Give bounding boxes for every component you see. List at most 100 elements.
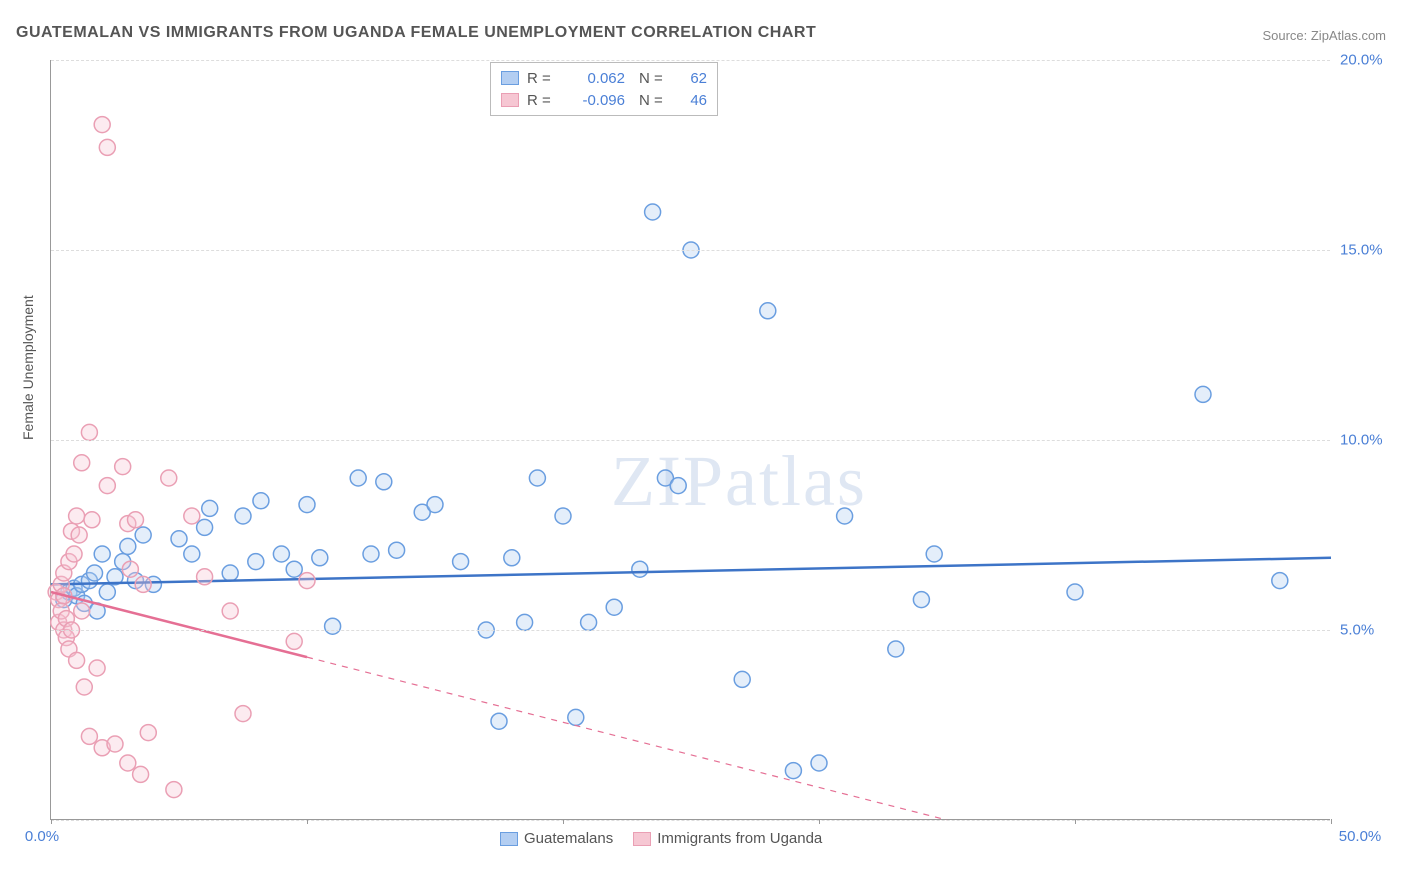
data-point bbox=[69, 652, 85, 668]
data-point bbox=[184, 508, 200, 524]
data-point bbox=[453, 554, 469, 570]
x-tick bbox=[1075, 819, 1076, 824]
data-point bbox=[222, 565, 238, 581]
data-point bbox=[581, 614, 597, 630]
data-point bbox=[350, 470, 366, 486]
gridline bbox=[51, 250, 1330, 251]
data-point bbox=[670, 478, 686, 494]
data-point bbox=[66, 546, 82, 562]
gridline bbox=[51, 60, 1330, 61]
x-tick bbox=[307, 819, 308, 824]
data-point bbox=[504, 550, 520, 566]
data-point bbox=[491, 713, 507, 729]
gridline bbox=[51, 820, 1330, 821]
data-point bbox=[555, 508, 571, 524]
x-tick bbox=[819, 819, 820, 824]
data-point bbox=[312, 550, 328, 566]
data-point bbox=[135, 576, 151, 592]
data-point bbox=[135, 527, 151, 543]
data-point bbox=[427, 497, 443, 513]
trend-line bbox=[51, 558, 1331, 585]
data-point bbox=[645, 204, 661, 220]
data-point bbox=[107, 736, 123, 752]
y-tick-label: 10.0% bbox=[1340, 432, 1383, 449]
legend-stats: R =0.062N =62R =-0.096N =46 bbox=[490, 62, 718, 116]
data-point bbox=[785, 763, 801, 779]
legend-stat-row: R =0.062N =62 bbox=[501, 67, 707, 89]
x-tick-label: 50.0% bbox=[1339, 828, 1382, 845]
data-point bbox=[926, 546, 942, 562]
gridline bbox=[51, 630, 1330, 631]
legend-item: Immigrants from Uganda bbox=[633, 830, 822, 847]
data-point bbox=[84, 512, 100, 528]
data-point bbox=[71, 527, 87, 543]
data-point bbox=[202, 500, 218, 516]
data-point bbox=[1067, 584, 1083, 600]
data-point bbox=[94, 546, 110, 562]
data-point bbox=[89, 660, 105, 676]
data-point bbox=[140, 725, 156, 741]
data-point bbox=[299, 497, 315, 513]
data-point bbox=[529, 470, 545, 486]
data-point bbox=[99, 139, 115, 155]
legend-n-label: N = bbox=[639, 92, 669, 109]
data-point bbox=[273, 546, 289, 562]
data-point bbox=[837, 508, 853, 524]
data-point bbox=[122, 561, 138, 577]
data-point bbox=[235, 706, 251, 722]
legend-n-value: 62 bbox=[677, 70, 707, 87]
data-point bbox=[81, 424, 97, 440]
y-tick-label: 5.0% bbox=[1340, 622, 1374, 639]
data-point bbox=[94, 117, 110, 133]
data-point bbox=[166, 782, 182, 798]
data-point bbox=[286, 633, 302, 649]
x-tick bbox=[51, 819, 52, 824]
data-point bbox=[517, 614, 533, 630]
data-point bbox=[184, 546, 200, 562]
data-point bbox=[299, 573, 315, 589]
data-point bbox=[286, 561, 302, 577]
chart-container: GUATEMALAN VS IMMIGRANTS FROM UGANDA FEM… bbox=[0, 0, 1406, 892]
legend-label: Immigrants from Uganda bbox=[657, 830, 822, 847]
data-point bbox=[734, 671, 750, 687]
data-point bbox=[568, 709, 584, 725]
legend-swatch bbox=[501, 71, 519, 85]
trend-line-extrapolated bbox=[307, 657, 947, 820]
data-point bbox=[811, 755, 827, 771]
gridline bbox=[51, 440, 1330, 441]
plot-area: ZIPatlas bbox=[50, 60, 1330, 820]
data-point bbox=[133, 766, 149, 782]
y-tick-label: 20.0% bbox=[1340, 52, 1383, 69]
x-tick bbox=[563, 819, 564, 824]
data-point bbox=[760, 303, 776, 319]
data-point bbox=[115, 459, 131, 475]
data-point bbox=[127, 512, 143, 528]
chart-title: GUATEMALAN VS IMMIGRANTS FROM UGANDA FEM… bbox=[16, 24, 816, 42]
legend-swatch bbox=[501, 93, 519, 107]
data-point bbox=[632, 561, 648, 577]
data-point bbox=[76, 679, 92, 695]
legend-r-label: R = bbox=[527, 92, 557, 109]
legend-swatch bbox=[500, 832, 518, 846]
data-point bbox=[606, 599, 622, 615]
legend-stat-row: R = -0.096 N = 46 bbox=[501, 89, 707, 111]
data-point bbox=[888, 641, 904, 657]
legend-label: Guatemalans bbox=[524, 830, 613, 847]
legend-r-value: -0.096 bbox=[565, 92, 625, 109]
data-point bbox=[325, 618, 341, 634]
legend-n-value: 46 bbox=[677, 92, 707, 109]
x-tick bbox=[1331, 819, 1332, 824]
data-point bbox=[87, 565, 103, 581]
data-point bbox=[1195, 386, 1211, 402]
data-point bbox=[913, 592, 929, 608]
legend-r-label: R = bbox=[527, 70, 557, 87]
data-point bbox=[161, 470, 177, 486]
data-point bbox=[222, 603, 238, 619]
data-point bbox=[197, 519, 213, 535]
data-point bbox=[74, 603, 90, 619]
data-point bbox=[363, 546, 379, 562]
legend-item: Guatemalans bbox=[500, 830, 613, 847]
trend-line bbox=[51, 592, 307, 657]
data-point bbox=[99, 584, 115, 600]
data-point bbox=[120, 755, 136, 771]
